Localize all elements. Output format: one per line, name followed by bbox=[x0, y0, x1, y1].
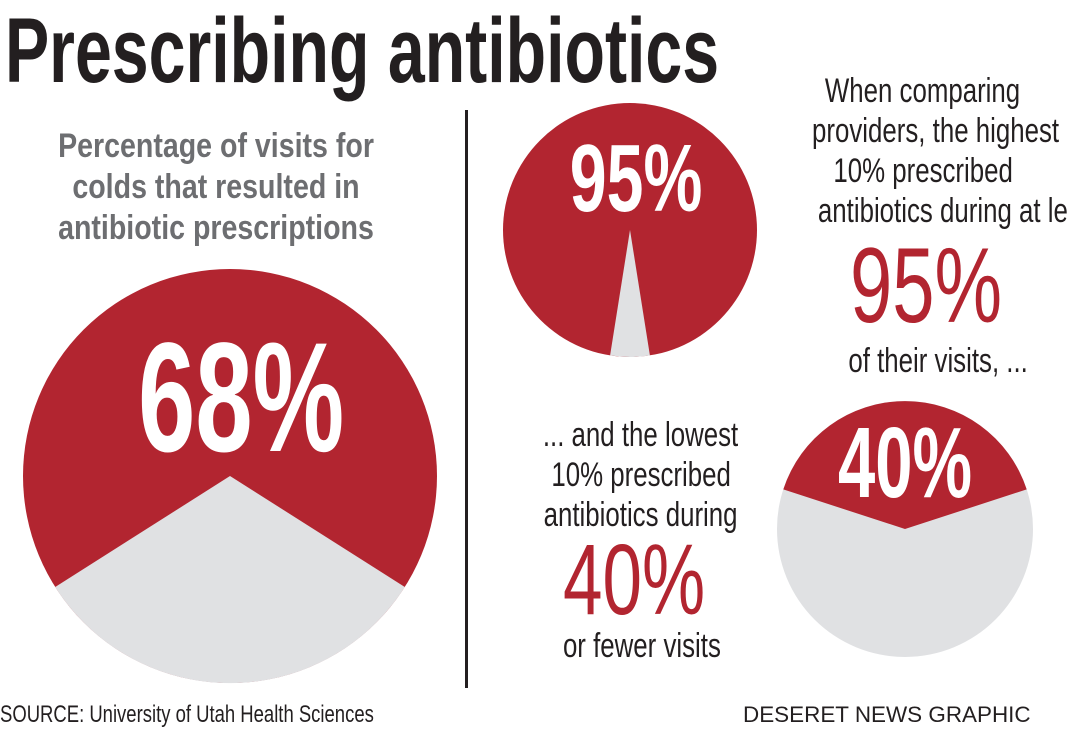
lowest-value-text: 40% bbox=[563, 524, 706, 636]
source-note: SOURCE: University of Utah Health Scienc… bbox=[0, 703, 486, 727]
highest-description-line: When comparing bbox=[825, 72, 1021, 110]
lowest-description-line: antibiotics during bbox=[544, 496, 738, 534]
pie-highest-gray-slice bbox=[610, 230, 650, 357]
pie-highest bbox=[503, 103, 757, 357]
source-text: SOURCE: University of Utah Health Scienc… bbox=[0, 701, 374, 728]
pie-overall-gray-slice bbox=[55, 476, 405, 684]
page-title: Prescribing antibiotics bbox=[5, 5, 997, 97]
title-text: Prescribing antibiotics bbox=[5, 0, 720, 102]
lowest-value: 40% bbox=[534, 530, 734, 630]
pie-highest-label: 95% bbox=[536, 131, 736, 227]
chart-subtitle: Percentage of visits for colds that resu… bbox=[16, 126, 416, 249]
pie-highest-value: 95% bbox=[569, 125, 703, 232]
highest-description-line: providers, the highest bbox=[812, 112, 1060, 150]
pie-overall-label: 68% bbox=[85, 320, 385, 476]
pie-lowest-value: 40% bbox=[838, 407, 973, 519]
pie-overall-value: 68% bbox=[138, 311, 345, 485]
pie-overall bbox=[23, 269, 437, 684]
subtitle-line: colds that resulted in bbox=[72, 168, 360, 206]
lowest-tail-text: or fewer visits bbox=[562, 627, 721, 665]
highest-tail-text: of their visits, ... bbox=[848, 342, 1028, 380]
pie-lowest-red-slice bbox=[783, 401, 1027, 529]
lowest-tail: or fewer visits bbox=[538, 626, 738, 666]
highest-description: When comparing providers, the highest 10… bbox=[773, 71, 1067, 231]
vertical-divider bbox=[465, 110, 468, 688]
lowest-description-line: 10% prescribed bbox=[551, 456, 731, 494]
highest-value-text: 95% bbox=[850, 225, 1003, 345]
graphic-credit: DESERET NEWS GRAPHIC bbox=[743, 704, 1031, 726]
highest-description-line: 10% prescribed bbox=[833, 152, 1013, 190]
subtitle-line: antibiotic prescriptions bbox=[58, 209, 374, 247]
subtitle-line: Percentage of visits for bbox=[58, 127, 374, 165]
pie-lowest-label: 40% bbox=[805, 413, 1005, 513]
credit-text: DESERET NEWS GRAPHIC bbox=[743, 702, 1031, 727]
highest-tail: of their visits, ... bbox=[820, 341, 1028, 381]
lowest-description-line: ... and the lowest bbox=[543, 416, 739, 454]
lowest-description: ... and the lowest 10% prescribed antibi… bbox=[491, 415, 791, 535]
highest-value: 95% bbox=[819, 232, 1019, 339]
pie-lowest bbox=[777, 401, 1033, 657]
highest-description-line: antibiotics during at least bbox=[817, 192, 1067, 230]
